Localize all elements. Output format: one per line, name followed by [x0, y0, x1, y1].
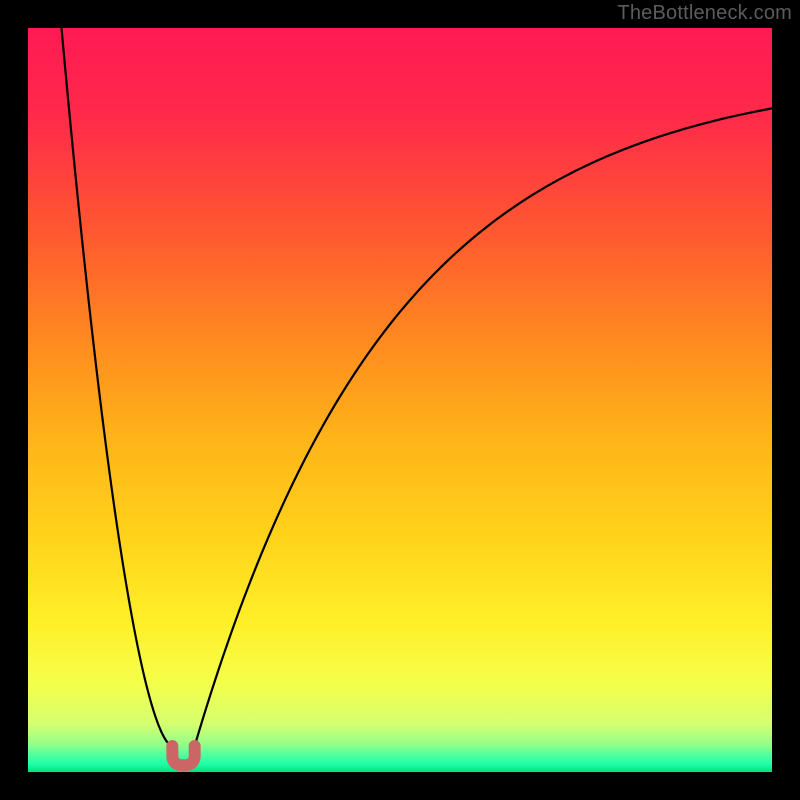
- bottleneck-chart: [0, 0, 800, 800]
- figure-root: TheBottleneck.com: [0, 0, 800, 800]
- attribution-text: TheBottleneck.com: [617, 2, 792, 25]
